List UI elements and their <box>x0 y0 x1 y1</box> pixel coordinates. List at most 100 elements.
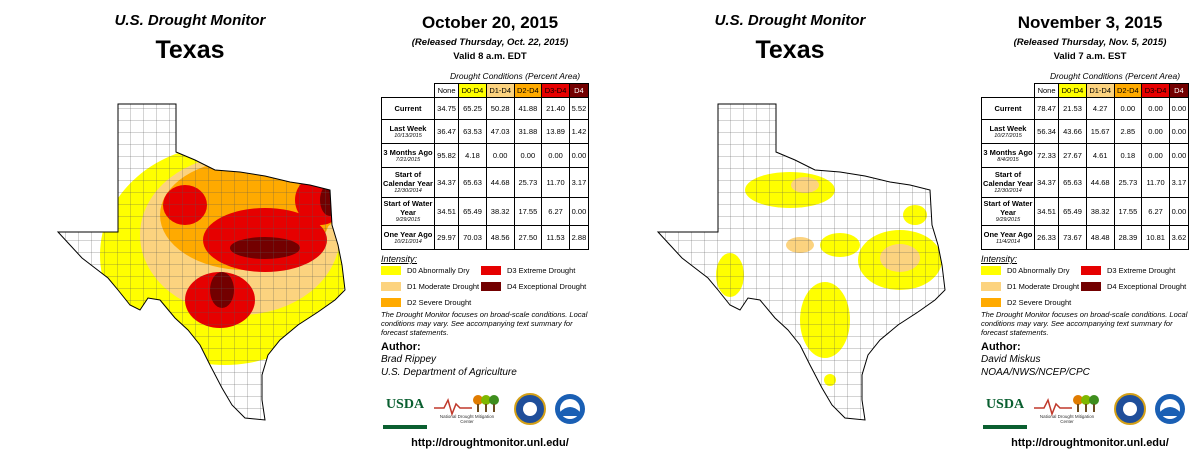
row-date: 10/21/2014 <box>394 238 422 245</box>
table-value: 2.85 <box>1113 119 1143 144</box>
row-label: Start of Water Year 9/29/2015 <box>981 197 1035 226</box>
table-value: 0.00 <box>1141 97 1170 120</box>
state-title: Texas <box>755 36 825 64</box>
header-row: None D0-D4 D1-D4 D2-D4 D3-D4 D4 <box>382 83 590 98</box>
column-header: D4 <box>1168 83 1190 98</box>
table-value: 17.55 <box>1113 197 1143 226</box>
row-name: Start of Water Year <box>383 199 433 217</box>
agency-logos <box>1034 393 1185 425</box>
table-value: 50.28 <box>485 97 515 120</box>
column-header: D0-D4 <box>1058 83 1087 98</box>
table-value: 15.67 <box>1085 119 1115 144</box>
table-row: 3 Months Ago 8/4/2015 72.33 27.67 4.61 0.18 0.… <box>981 143 1190 168</box>
author-name: David Miskus <box>981 354 1041 365</box>
drought-panel: U.S. Drought Monitor Texas October 20, 201… <box>56 12 590 449</box>
table-value: 34.51 <box>1033 197 1060 226</box>
monitor-title: U.S. Drought Monitor <box>114 12 266 29</box>
table-value: 5.52 <box>568 97 590 120</box>
row-label: Start of Water Year 9/29/2015 <box>381 197 435 226</box>
row-name: Last Week <box>989 123 1027 133</box>
table-value: 0.00 <box>568 143 590 168</box>
table-value: 4.61 <box>1085 143 1115 168</box>
table-value: 25.73 <box>513 167 543 198</box>
intensity-title: Intensity: <box>981 254 1018 264</box>
row-label: 3 Months Ago 7/21/2015 <box>381 143 435 168</box>
corner-cell <box>982 84 1035 98</box>
usda-logo: USDA <box>983 397 1027 429</box>
table-value: 26.33 <box>1033 225 1060 250</box>
legend-item: D0 Abnormally Dry <box>981 266 1070 275</box>
legend-item: D0 Abnormally Dry <box>381 266 470 275</box>
row-name: Start of Calendar Year <box>383 170 433 188</box>
valid-time: Valid 7 a.m. EST <box>1053 51 1127 62</box>
legend-label: D2 Severe Drought <box>407 298 472 307</box>
table-value: 0.00 <box>541 143 570 168</box>
column-header: D4 <box>568 83 590 98</box>
table-value: 44.68 <box>1085 167 1115 198</box>
table-row: Start of Calendar Year 12/30/2014 34.37 65.… <box>981 167 1190 198</box>
legend-swatch <box>381 266 401 275</box>
table-row: Start of Calendar Year 12/30/2014 34.37 65.… <box>381 167 590 198</box>
column-header: D3-D4 <box>1141 83 1170 98</box>
table-value: 0.00 <box>1141 119 1170 144</box>
table-value: 34.37 <box>433 167 460 198</box>
author-name: Brad Rippey <box>381 354 437 365</box>
legend-item: D4 Exceptional Drought <box>1081 282 1186 291</box>
table-value: 27.50 <box>513 225 543 250</box>
legend-item: D3 Extreme Drought <box>481 266 575 275</box>
row-name: Current <box>394 104 422 113</box>
table-value: 0.00 <box>1113 97 1143 120</box>
row-label: 3 Months Ago 8/4/2015 <box>981 143 1035 168</box>
row-name: Start of Water Year <box>983 199 1033 217</box>
table-value: 11.70 <box>541 167 570 198</box>
legend-label: D4 Exceptional Drought <box>507 282 587 291</box>
drought-panel: U.S. Drought Monitor Texas November 3, 201… <box>600 0 1200 464</box>
table-value: 10.81 <box>1141 225 1170 250</box>
legend-swatch <box>381 282 401 291</box>
row-date: 10/27/2015 <box>994 132 1022 139</box>
table-value: 21.53 <box>1058 97 1087 120</box>
release-date: (Released Thursday, Nov. 5, 2015) <box>1013 37 1167 48</box>
table-row: One Year Ago 11/4/2014 26.33 73.67 48.48 28.3… <box>981 225 1190 250</box>
legend-swatch <box>1081 266 1101 275</box>
table-value: 3.62 <box>1168 225 1190 250</box>
texas-map <box>656 103 946 421</box>
row-date: 8/4/2015 <box>997 156 1019 163</box>
disclaimer: The Drought Monitor focuses on broad-sca… <box>381 310 588 337</box>
website-url: http://droughtmonitor.unl.edu/ <box>411 437 569 449</box>
legend-swatch <box>481 282 501 291</box>
author-title: Author: <box>381 341 421 353</box>
conditions-table: None D0-D4 D1-D4 D2-D4 D3-D4 D4 Current 78.47 21… <box>981 83 1190 250</box>
table-value: 31.88 <box>513 119 543 144</box>
table-value: 11.70 <box>1141 167 1170 198</box>
table-value: 34.75 <box>433 97 460 120</box>
agency-logos <box>434 393 585 425</box>
legend-item: D1 Moderate Drought <box>381 282 479 291</box>
table-value: 0.00 <box>1168 97 1190 120</box>
table-value: 4.27 <box>1085 97 1115 120</box>
table-value: 0.00 <box>513 143 543 168</box>
row-date: 10/13/2015 <box>394 132 422 139</box>
row-date: 12/30/2014 <box>394 188 422 194</box>
table-value: 27.67 <box>1058 143 1087 168</box>
table-row: Last Week 10/27/2015 56.34 43.66 15.67 2.85 0.… <box>981 119 1190 144</box>
table-value: 25.73 <box>1113 167 1143 198</box>
column-header: None <box>433 83 460 98</box>
legend-swatch <box>481 266 501 275</box>
row-label: Start of Calendar Year 12/30/2014 <box>981 167 1035 198</box>
release-date: (Released Thursday, Oct. 22, 2015) <box>411 37 569 48</box>
table-value: 48.48 <box>1085 225 1115 250</box>
map-date: October 20, 2015 <box>421 13 559 32</box>
table-value: 65.63 <box>458 167 487 198</box>
row-date: 7/21/2015 <box>395 156 421 163</box>
legend-item: D2 Severe Drought <box>981 298 1071 307</box>
legend-item: D3 Extreme Drought <box>1081 266 1175 275</box>
table-row: Start of Water Year 9/29/2015 34.51 65.49 38… <box>381 197 590 226</box>
table-value: 56.34 <box>1033 119 1060 144</box>
row-name: One Year Ago <box>983 229 1033 239</box>
row-name: Last Week <box>389 123 427 133</box>
row-label: One Year Ago 11/4/2014 <box>981 225 1035 250</box>
table-value: 0.18 <box>1113 143 1143 168</box>
map-date: November 3, 2015 <box>1017 13 1163 32</box>
row-name: 3 Months Ago <box>383 147 433 157</box>
